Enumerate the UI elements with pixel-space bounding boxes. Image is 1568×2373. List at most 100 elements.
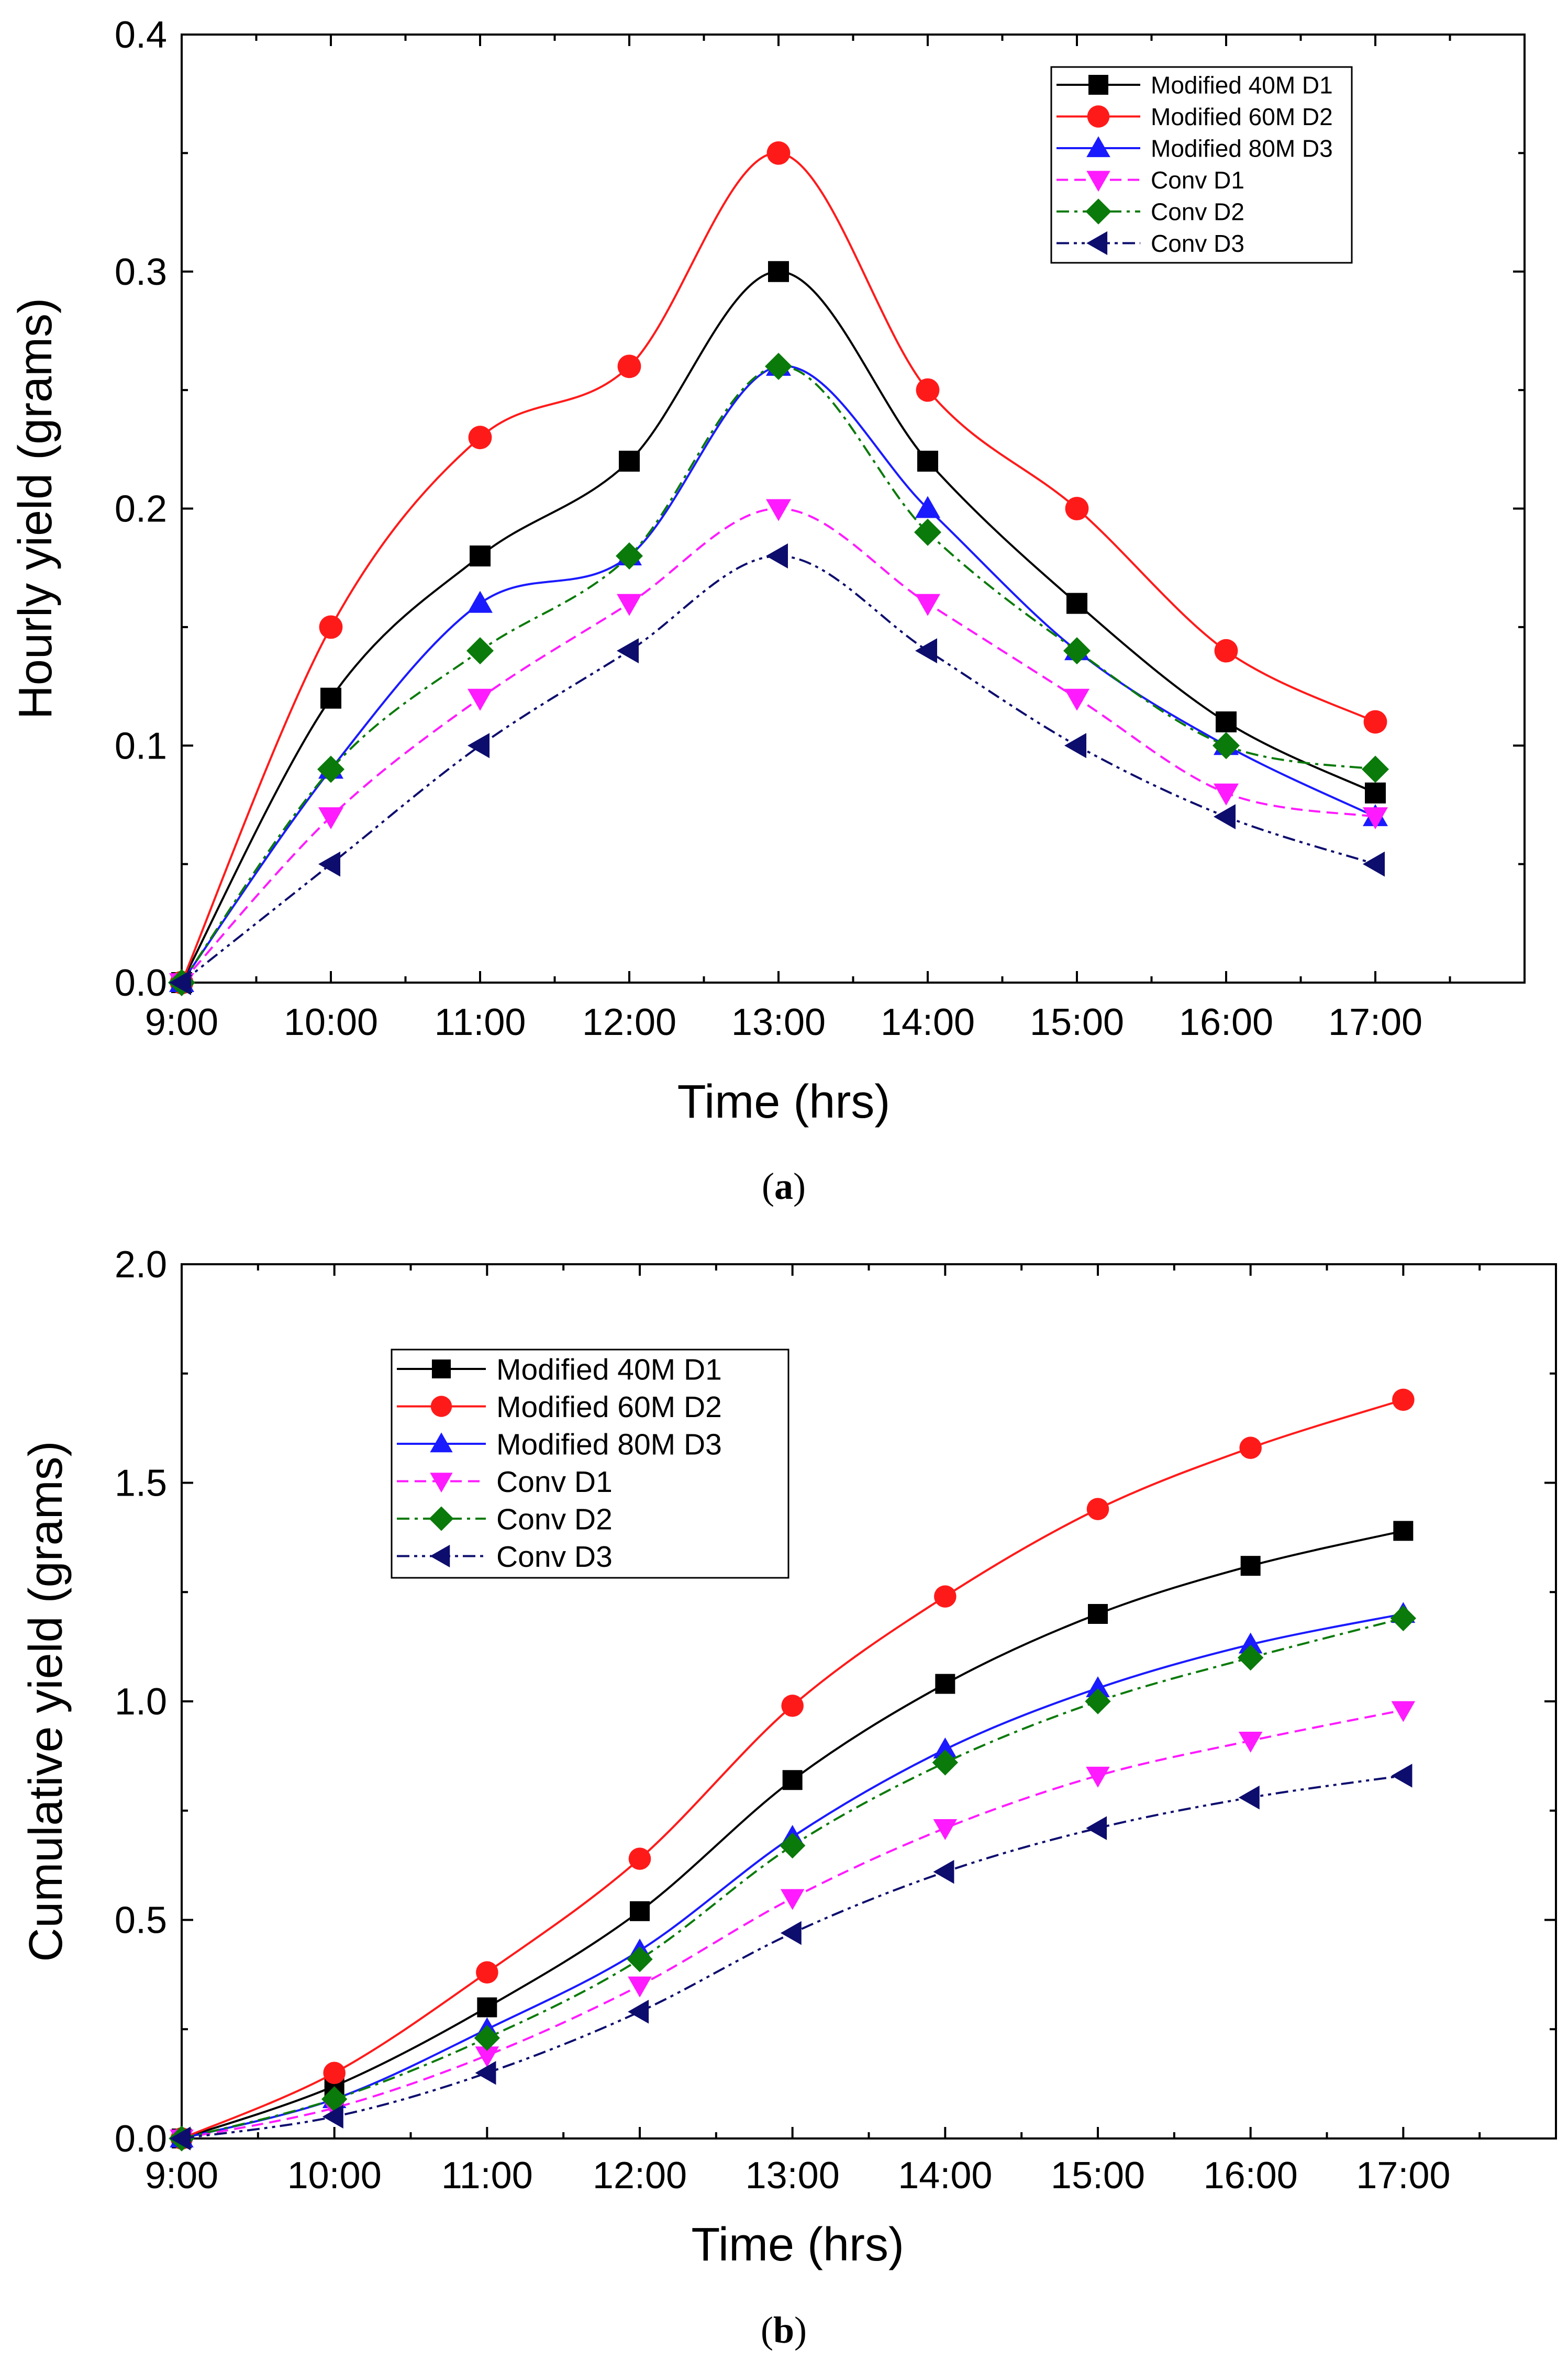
data-point	[1392, 1388, 1415, 1411]
x-axis-title: Time (hrs)	[677, 1076, 891, 1128]
data-point	[768, 261, 789, 282]
data-point	[628, 1976, 652, 1998]
data-point	[617, 354, 641, 378]
legend-marker	[1086, 136, 1110, 158]
data-point	[475, 2046, 499, 2068]
x-tick-label: 11:00	[441, 2155, 533, 2197]
series-line	[181, 365, 1376, 984]
y-axis-title: Cumulative yield (grams)	[20, 1441, 72, 1962]
data-point	[323, 2062, 346, 2085]
legend-marker	[1086, 171, 1110, 192]
x-tick-label: 16:00	[1204, 2155, 1298, 2197]
x-axis-title: Time (hrs)	[691, 2219, 904, 2271]
legend-label: Conv D3	[1151, 230, 1244, 257]
data-point	[619, 450, 640, 472]
x-tick-label: 9:00	[145, 1001, 218, 1043]
data-point	[470, 545, 491, 567]
legend-label: Modified 60M D2	[496, 1390, 722, 1424]
legend-label: Conv D2	[1151, 198, 1244, 226]
y-tick-label: 0.1	[115, 725, 167, 767]
data-point	[782, 1770, 803, 1790]
data-point	[1086, 1676, 1110, 1698]
data-point	[914, 518, 941, 546]
legend-marker	[430, 1544, 450, 1568]
legend-marker	[430, 1473, 453, 1493]
data-point	[766, 543, 788, 569]
caption-close-paren: )	[793, 1165, 806, 1207]
series-line	[181, 507, 1376, 984]
legend-marker	[430, 1396, 452, 1417]
series-conv-d3	[170, 1764, 1413, 2151]
data-point	[780, 1921, 802, 1945]
data-point	[915, 594, 940, 616]
data-point	[1214, 804, 1236, 830]
data-point	[765, 352, 792, 380]
legend-marker	[430, 1432, 453, 1453]
data-point	[1393, 1521, 1414, 1541]
y-tick-label: 0.0	[115, 962, 167, 1004]
data-point	[627, 1946, 653, 1973]
x-tick-label: 16:00	[1179, 1001, 1273, 1043]
caption-open-paren: (	[761, 2309, 773, 2351]
data-point	[1363, 710, 1387, 734]
x-tick-label: 14:00	[881, 1001, 975, 1043]
data-point	[935, 1674, 955, 1694]
series-conv-d2	[169, 1605, 1417, 2152]
caption-open-paren: (	[762, 1165, 774, 1207]
data-point	[1086, 1498, 1109, 1520]
x-tick-label: 10:00	[284, 1001, 378, 1043]
series-conv-d3	[169, 543, 1385, 995]
data-point	[1086, 1816, 1107, 1840]
data-point	[616, 542, 643, 570]
x-tick-label: 10:00	[287, 2155, 382, 2197]
data-point	[320, 687, 341, 709]
legend-marker	[1087, 105, 1110, 128]
x-tick-label: 9:00	[145, 2155, 218, 2197]
legend-label: Modified 60M D2	[1151, 103, 1333, 130]
data-point	[1086, 1766, 1110, 1788]
x-tick-label: 11:00	[435, 1001, 526, 1043]
data-point	[766, 499, 791, 521]
data-point	[1237, 1644, 1264, 1671]
data-point	[766, 141, 791, 165]
data-point	[1238, 1732, 1263, 1753]
data-point	[781, 1695, 804, 1717]
y-tick-label: 1.0	[115, 1681, 167, 1723]
data-point	[477, 1997, 497, 2018]
data-point	[1363, 807, 1388, 830]
data-point	[1390, 1605, 1417, 1632]
data-point	[1391, 1764, 1413, 1788]
y-tick-label: 2.0	[115, 1244, 167, 1286]
caption-letter: a	[774, 1165, 793, 1207]
data-point	[779, 1832, 806, 1859]
x-tick-label: 13:00	[746, 2155, 840, 2197]
caption-close-paren: )	[794, 2309, 807, 2351]
x-tick-label: 12:00	[582, 1001, 676, 1043]
data-point	[933, 1737, 958, 1758]
legend-marker	[1085, 198, 1111, 225]
data-point	[319, 615, 343, 639]
data-point	[934, 1585, 957, 1608]
data-point	[1064, 688, 1089, 711]
data-point	[476, 1961, 498, 1984]
data-point	[780, 1889, 805, 1910]
legend-label: Conv D3	[496, 1540, 613, 1574]
data-point	[630, 1901, 650, 1921]
data-point	[932, 1750, 959, 1776]
data-point	[322, 2104, 343, 2129]
data-point	[1216, 711, 1237, 732]
legend-label: Modified 80M D3	[496, 1428, 722, 1462]
data-point	[917, 450, 938, 472]
data-point	[321, 2086, 348, 2112]
data-point	[169, 970, 191, 995]
legend-marker	[429, 1506, 454, 1531]
data-point	[1065, 497, 1089, 520]
legend-marker	[431, 1359, 451, 1379]
series-line	[181, 152, 1376, 983]
x-tick-label: 17:00	[1328, 1001, 1422, 1043]
data-point	[468, 688, 493, 711]
data-point	[318, 851, 340, 877]
panel-caption: (b)	[761, 2309, 807, 2351]
